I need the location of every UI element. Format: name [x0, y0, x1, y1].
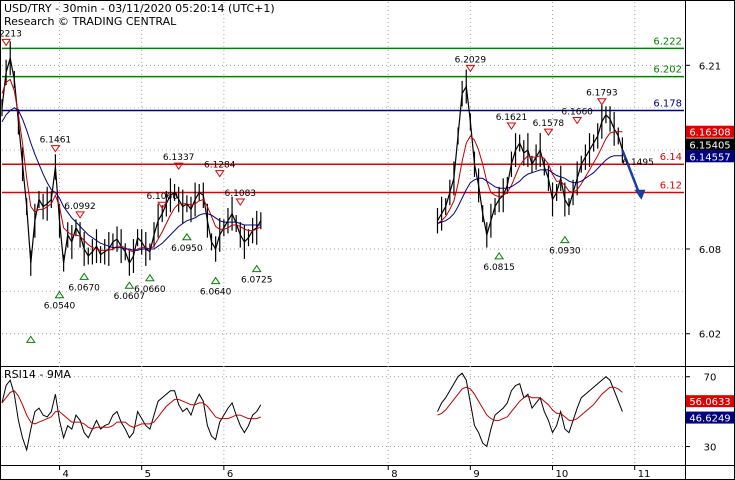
swing-low-label: 6.0607: [114, 292, 146, 302]
chart-header-line1: USD/TRY - 30min - 03/11/2020 05:20:14 (U…: [4, 2, 275, 15]
swing-high-label: 6.2029: [455, 55, 487, 65]
rsi-panel-title: RSI14 - 9MA: [4, 368, 71, 381]
swing-high-label: 6.1461: [40, 136, 72, 146]
swing-low-marker: [494, 251, 505, 260]
swing-low-label: 6.0950: [171, 244, 203, 254]
rsi-tag-box: [686, 395, 734, 408]
swing-high-marker: [75, 211, 85, 219]
swing-high-label: 6.1660: [561, 107, 593, 117]
rsi-panel: [1, 372, 623, 452]
level-label: 6.222: [653, 36, 682, 47]
level-label: 6.202: [653, 65, 682, 76]
swing-high-label: 6.0992: [64, 202, 96, 212]
rsi-grid: [2, 376, 684, 448]
price-grid: [2, 2, 684, 464]
swing-high-label: 6.2213: [0, 29, 22, 39]
level-label: 6.12: [660, 180, 682, 191]
price-tick-label: 6.21: [699, 61, 721, 72]
swing-high-marker: [173, 162, 184, 171]
swing-high-marker: [506, 122, 517, 130]
price-series-group: [1, 41, 646, 276]
rsi-line: [437, 372, 623, 448]
date-tick-label: 8: [391, 469, 397, 480]
level-lines: 6.222 6.202 6.178 6.14 6.12: [2, 36, 684, 194]
rsi-ma-line: [437, 386, 623, 421]
price-tag-box: [686, 125, 734, 138]
price-line: [1, 58, 262, 265]
swing-low-marker: [54, 290, 65, 299]
chart-header-line2: Research © TRADING CENTRAL: [4, 15, 177, 28]
date-tick-label: 4: [63, 469, 69, 480]
swing-high-label: 6.1060: [146, 192, 178, 202]
date-tick-label: 11: [638, 469, 651, 480]
date-tick-label: 9: [473, 469, 479, 480]
rsi-ma-line: [1, 390, 261, 430]
swing-low-marker: [124, 281, 135, 289]
ma-fast-line: [1, 78, 262, 253]
ma-fast-line: [437, 131, 623, 224]
axis-labels: 6.216.086.024 5 6 8 9 10 116.163086.154056.145…: [59, 61, 734, 480]
swing-low-label: 6.0930: [549, 247, 581, 257]
level-label: 6.14: [660, 152, 682, 163]
rsi-tick-label: 70: [704, 373, 717, 384]
price-tick-label: 6.08: [699, 245, 721, 256]
ma-slow-line: [1, 107, 261, 251]
level-label: 6.178: [653, 99, 682, 110]
ma-slow-line: [437, 155, 623, 224]
swing-high-marker: [157, 201, 168, 210]
swing-high-marker: [214, 170, 225, 178]
swing-low-marker: [559, 235, 570, 244]
forecast-arrow-shaft: [621, 149, 642, 198]
rsi-tag-label: 46.6249: [689, 414, 730, 425]
rsi-tag-label: 56.0633: [689, 397, 730, 408]
swing-high-marker: [596, 98, 607, 106]
swing-low-label: 6.0670: [68, 283, 100, 293]
swing-low-marker: [210, 276, 221, 285]
rsi-tag-box: [686, 411, 734, 424]
swing-high-label: 6.1578: [533, 119, 565, 129]
target-label: 6.1495: [622, 158, 654, 168]
swing-low-marker: [79, 272, 90, 280]
forecast-arrow-head: [634, 189, 646, 200]
price-tag-box: [686, 150, 734, 163]
swing-high-marker: [543, 128, 554, 136]
rsi-line: [1, 379, 262, 452]
price-tag-box: [686, 138, 734, 151]
price-tag-label: 6.15405: [689, 140, 730, 151]
swing-high-label: 6.1284: [204, 161, 236, 171]
swing-high-marker: [572, 116, 583, 125]
swing-high-marker: [235, 198, 246, 206]
swing-markers: 6.1495 6.2213 6.1461 6.0992 6.1060 6.1337 6.12…: [0, 29, 654, 343]
swing-high-marker: [1, 38, 12, 47]
price-tick-label: 6.02: [699, 330, 721, 341]
swing-low-marker: [251, 264, 262, 273]
swing-low-label: 6.0540: [44, 302, 76, 312]
swing-high-marker: [50, 145, 61, 153]
swing-low-marker: [25, 335, 36, 343]
date-tick-label: 10: [556, 469, 569, 480]
price-line: [436, 84, 623, 236]
date-tick-label: 5: [145, 469, 151, 480]
swing-high-label: 6.1083: [225, 189, 257, 199]
swing-high-label: 6.1337: [163, 153, 195, 163]
swing-low-marker: [144, 273, 155, 282]
swing-low-label: 6.0725: [241, 276, 273, 286]
swing-high-label: 6.1793: [586, 89, 618, 99]
swing-low-marker: [181, 232, 192, 241]
price-tag-label: 6.14557: [689, 152, 730, 163]
swing-low-label: 6.0660: [134, 285, 166, 295]
swing-high-label: 6.1621: [496, 113, 528, 123]
rsi-tick-label: 30: [704, 443, 717, 454]
swing-high-marker: [465, 64, 476, 73]
swing-low-label: 6.0640: [200, 288, 232, 298]
swing-low-label: 6.0815: [483, 263, 515, 273]
price-tag-label: 6.16308: [689, 128, 730, 139]
date-tick-label: 6: [227, 469, 233, 480]
